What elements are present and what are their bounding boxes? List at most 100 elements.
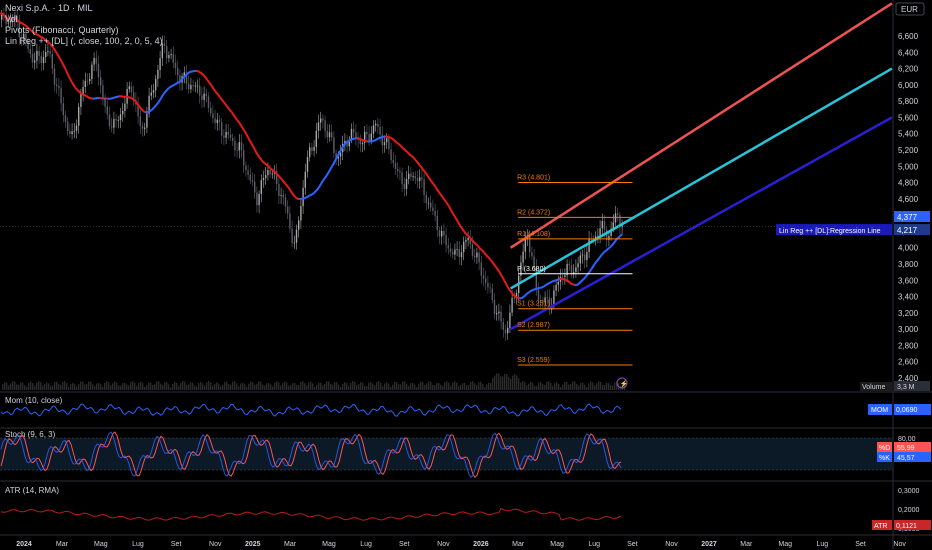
volume-bar — [210, 382, 212, 390]
candle-body — [601, 221, 603, 229]
linreg-lower-line[interactable] — [510, 116, 893, 331]
volume-bar — [486, 384, 488, 390]
candle-body — [185, 72, 188, 84]
candle-body — [599, 228, 601, 236]
price-tag-upper — [894, 211, 930, 223]
stoch-k-name-tag — [877, 452, 892, 462]
candle-body — [313, 146, 315, 151]
candle-body — [540, 300, 542, 301]
volume-bar — [548, 381, 550, 390]
linreg-upper-line[interactable] — [509, 2, 893, 249]
volume-bar — [262, 384, 264, 390]
candle-body — [315, 130, 317, 147]
volume-bar — [328, 381, 330, 390]
candle-body — [201, 95, 203, 100]
candle-body — [104, 97, 106, 107]
volume-bar — [212, 385, 214, 390]
candle-body — [300, 206, 302, 221]
candle-body — [375, 123, 377, 126]
candle-body — [190, 85, 192, 90]
stoch-title[interactable]: Stoch (9, 6, 3) — [5, 430, 56, 439]
candle-body — [482, 275, 485, 279]
candle-body — [262, 178, 265, 181]
volume-bar — [456, 382, 458, 390]
indicator-pivots-label[interactable]: Pivots (Fibonacci, Quarterly) — [5, 25, 119, 35]
volume-bar — [586, 387, 588, 390]
candle-body — [91, 64, 93, 79]
volume-bar — [64, 381, 66, 390]
candle-body — [412, 176, 414, 177]
volume-bar — [190, 382, 192, 390]
volume-bar — [536, 385, 538, 390]
volume-bar — [144, 386, 146, 390]
candle-body — [485, 278, 487, 283]
price-tag-last-label: 4,217 — [897, 226, 918, 235]
volume-bar — [154, 384, 156, 390]
atr-title[interactable]: ATR (14, RMA) — [5, 486, 59, 495]
candle-body — [436, 215, 438, 231]
time-tick-label: Mar — [740, 541, 753, 548]
pivot-label: S2 (2.987) — [517, 322, 550, 329]
candle-body — [456, 249, 458, 250]
candle-body — [49, 51, 51, 54]
volume-bar — [184, 381, 186, 390]
volume-bar — [270, 384, 272, 390]
candle-body — [150, 92, 152, 96]
candle-body — [617, 213, 619, 215]
volume-bar — [470, 381, 472, 390]
candle-body — [434, 211, 436, 216]
volume-bar — [298, 385, 300, 390]
volume-bar — [52, 385, 54, 390]
volume-bar — [130, 382, 132, 390]
candle-body — [58, 86, 60, 89]
candle-body — [293, 242, 295, 244]
volume-bar — [148, 382, 150, 390]
volume-bar — [222, 384, 224, 390]
time-tick-label: Nov — [437, 541, 450, 548]
candle-body — [322, 118, 324, 121]
mom-series-name: MOM — [871, 407, 888, 414]
candle-body — [353, 128, 355, 133]
indicator-vol-label[interactable]: Vol — [5, 14, 18, 24]
volume-bar — [40, 382, 42, 390]
mom-title[interactable]: Mom (10, close) — [5, 396, 63, 405]
volume-bar — [604, 384, 606, 390]
volume-bar — [516, 375, 518, 390]
volume-bar — [204, 385, 206, 390]
candle-body — [119, 114, 122, 121]
volume-bar — [142, 383, 144, 390]
candle-body — [498, 311, 500, 314]
candle-body — [236, 150, 238, 151]
volume-bar — [376, 382, 378, 390]
candle-body — [199, 85, 201, 96]
volume-bar — [78, 384, 80, 390]
volume-bar — [186, 384, 188, 390]
volume-bar — [132, 381, 134, 390]
candle-body — [496, 313, 498, 315]
currency-label[interactable]: EUR — [901, 5, 918, 14]
candle-body — [148, 95, 150, 114]
volume-bar — [84, 384, 86, 390]
volume-bar — [46, 382, 48, 390]
currency-box[interactable] — [895, 2, 925, 16]
volume-bar — [608, 383, 610, 390]
indicator-linreg-label[interactable]: Lin Reg ++ [DL] (, close, 100, 2, 0, 5, … — [5, 36, 163, 46]
candle-body — [421, 177, 423, 180]
pivot-label: S1 (3.251) — [517, 301, 550, 308]
volume-bar — [382, 386, 384, 390]
volume-bar — [340, 387, 342, 390]
volume-bar — [510, 378, 512, 390]
volume-bar — [246, 386, 248, 390]
lightning-icon[interactable] — [616, 377, 628, 389]
linreg-regression-line[interactable] — [510, 67, 893, 290]
volume-bar — [276, 381, 278, 390]
symbol-title[interactable]: Nexi S.p.A. · 1D · MIL — [5, 3, 93, 13]
volume-bar — [28, 383, 30, 390]
volume-bar — [350, 382, 352, 390]
volume-bar — [334, 382, 336, 390]
candle-body — [36, 50, 38, 61]
time-tick-label: Set — [855, 541, 866, 548]
candle-body — [100, 77, 102, 86]
price-tick-label: 6,000 — [898, 81, 919, 90]
